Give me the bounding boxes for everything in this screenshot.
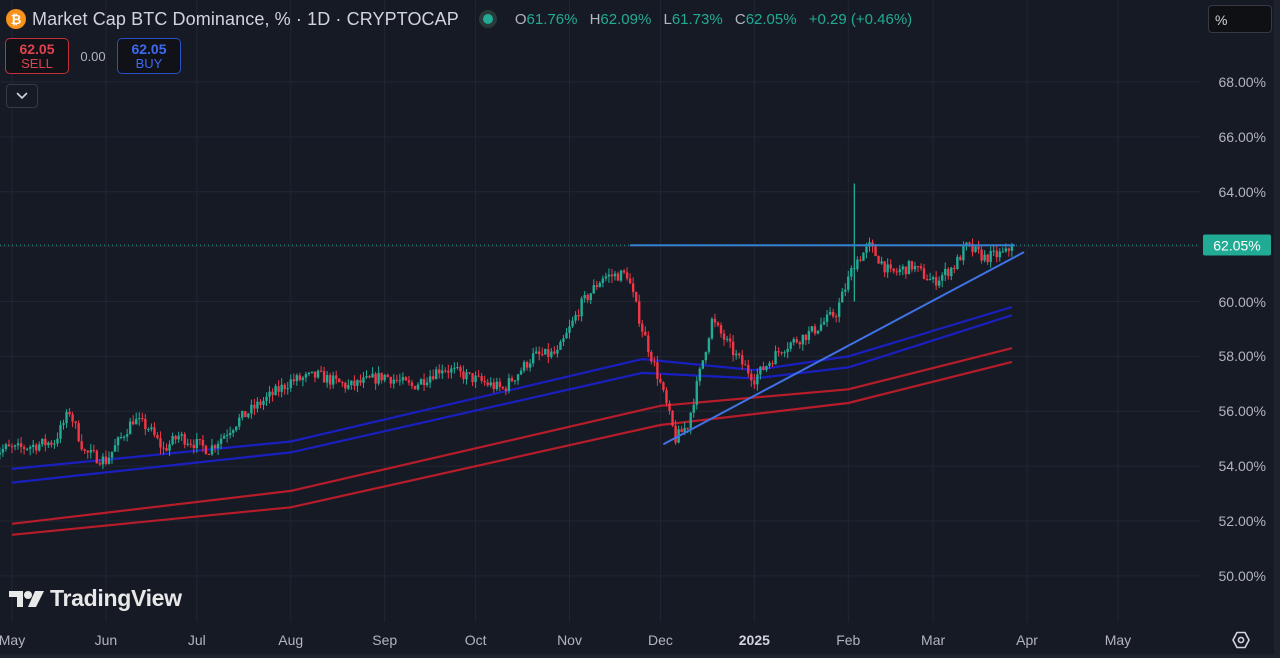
current-price-tag: 62.05% bbox=[1203, 234, 1271, 256]
open-label: O bbox=[514, 10, 527, 28]
sell-price: 62.05 bbox=[19, 40, 55, 57]
trendlines[interactable] bbox=[630, 244, 1025, 446]
tradingview-logo[interactable]: TradingView bbox=[9, 585, 182, 612]
market-status-icon[interactable] bbox=[478, 10, 497, 28]
time-axis-label: Jun bbox=[94, 632, 118, 648]
trade-buttons: 62.05 SELL 0.00 62.05 BUY bbox=[5, 38, 181, 74]
close-label: C bbox=[734, 10, 746, 28]
low-label: L bbox=[663, 10, 672, 28]
buy-label: BUY bbox=[135, 55, 163, 71]
ohlc-values: O61.76% H62.09% L61.73% C62.05% +0.29 (+… bbox=[515, 11, 920, 28]
buy-price: 62.05 bbox=[131, 40, 167, 57]
price-axis-label: 68.00% bbox=[1218, 74, 1266, 90]
time-axis-label: 2025 bbox=[738, 632, 770, 648]
moving-averages bbox=[11, 305, 1013, 536]
price-axis-label: 52.00% bbox=[1218, 513, 1266, 530]
bottom-edge-border bbox=[0, 654, 1280, 658]
time-axis-label: Sep bbox=[372, 632, 398, 648]
tradingview-logo-icon bbox=[9, 590, 44, 607]
chart-settings-button[interactable] bbox=[1231, 630, 1251, 650]
symbol-title[interactable]: Market Cap BTC Dominance, % · 1D · CRYPT… bbox=[32, 8, 459, 29]
time-axis-label: Mar bbox=[921, 632, 946, 648]
time-axis-label: Nov bbox=[557, 632, 582, 648]
high-value: 62.09% bbox=[600, 10, 652, 28]
chart-legend: ₿ Market Cap BTC Dominance, % · 1D · CRY… bbox=[6, 8, 920, 30]
price-axis-label: 60.00% bbox=[1218, 293, 1266, 310]
chart-grid bbox=[0, 0, 1200, 622]
time-axis-label: Feb bbox=[836, 632, 861, 648]
sell-label: SELL bbox=[21, 55, 53, 71]
price-axis-label: 50.00% bbox=[1218, 567, 1266, 584]
time-axis-label: Dec bbox=[647, 632, 673, 648]
time-axis-label: Apr bbox=[1016, 632, 1038, 648]
spread-value: 0.00 bbox=[80, 48, 106, 64]
candlestick-series bbox=[0, 183, 1014, 470]
buy-button[interactable]: 62.05 BUY bbox=[117, 38, 181, 74]
price-axis-label: 54.00% bbox=[1218, 458, 1266, 475]
open-value: 61.76% bbox=[526, 10, 578, 28]
time-axis-label: Oct bbox=[464, 632, 487, 648]
sell-button[interactable]: 62.05 SELL bbox=[5, 38, 69, 74]
price-axis-label: 66.00% bbox=[1218, 128, 1266, 145]
price-axis-label: 56.00% bbox=[1218, 403, 1266, 420]
change-value: +0.29 (+0.46%) bbox=[808, 10, 913, 28]
high-label: H bbox=[589, 10, 601, 28]
price-scale-unit-selector[interactable]: % bbox=[1208, 5, 1272, 33]
price-axis-label: 58.00% bbox=[1218, 348, 1266, 365]
time-axis-label: May bbox=[0, 632, 26, 648]
chevron-down-icon bbox=[16, 92, 28, 100]
bitcoin-icon: ₿ bbox=[6, 9, 26, 29]
time-axis-label: Aug bbox=[278, 632, 304, 648]
time-axis-label: Jul bbox=[187, 632, 206, 648]
collapse-legend-button[interactable] bbox=[6, 84, 38, 108]
price-axis-label: 64.00% bbox=[1218, 183, 1266, 200]
right-edge-border bbox=[1274, 0, 1280, 658]
tradingview-logo-text: TradingView bbox=[50, 585, 182, 611]
time-axis-label: May bbox=[1104, 632, 1132, 648]
settings-hexagon-icon bbox=[1232, 631, 1250, 649]
low-value: 61.73% bbox=[671, 10, 723, 28]
close-value: 62.05% bbox=[745, 10, 797, 28]
